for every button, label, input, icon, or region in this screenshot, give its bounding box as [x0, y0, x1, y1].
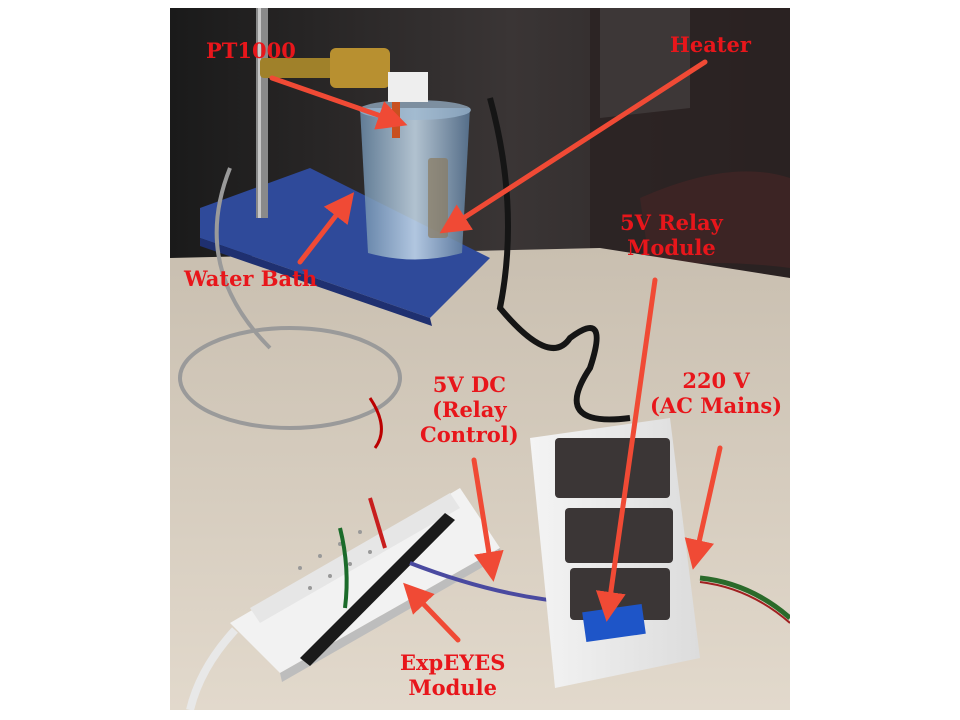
- label-relay-module: 5V Relay Module: [620, 210, 723, 260]
- label-ac-mains: 220 V (AC Mains): [650, 368, 783, 418]
- label-pt1000: PT1000: [206, 38, 296, 63]
- lab-setup-photo: [170, 8, 790, 710]
- label-heater: Heater: [670, 32, 751, 57]
- label-expeyes: ExpEYES Module: [400, 650, 506, 700]
- label-relay-control: 5V DC (Relay Control): [420, 372, 519, 447]
- label-water-bath: Water Bath: [184, 266, 318, 291]
